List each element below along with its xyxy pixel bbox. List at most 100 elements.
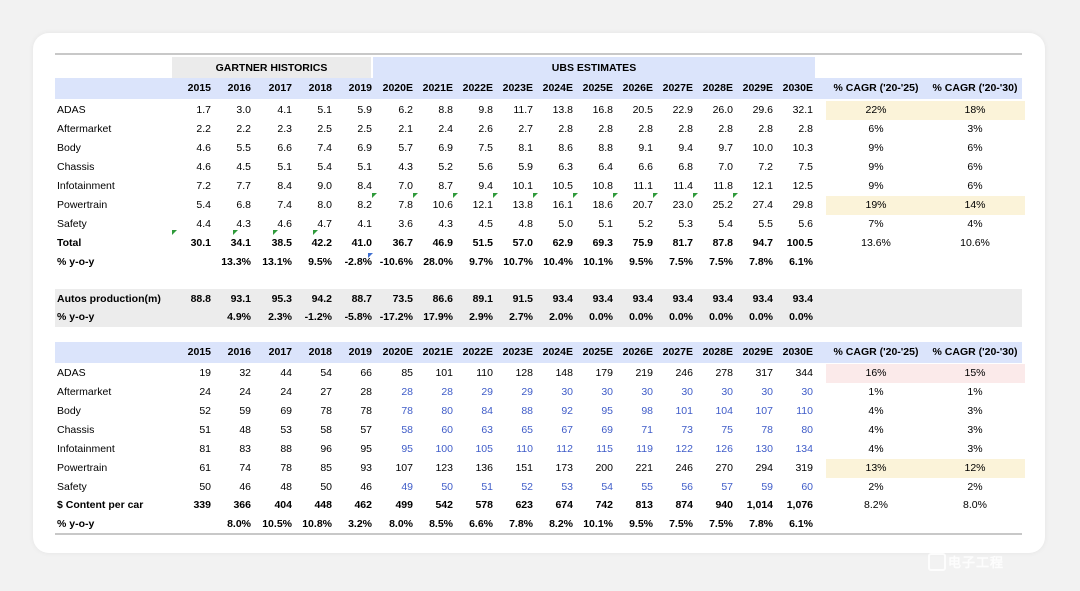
value-2021E: 4.3 bbox=[438, 218, 453, 230]
ubs-estimates-header: UBS ESTIMATES bbox=[373, 57, 815, 78]
value-2020E: 95 bbox=[401, 443, 413, 455]
autos-yoy-2024E: 2.0% bbox=[549, 311, 573, 323]
value-2023E: 52 bbox=[521, 481, 533, 493]
value-2022E: 4.5 bbox=[478, 218, 493, 230]
value-2016: 4.3 bbox=[236, 218, 251, 230]
content-row-chassis: Chassis 51 48 53 58 57 58 60 63 65 67 69 71 73 75 78 80 4… bbox=[55, 421, 1022, 440]
autos-2016: 93.1 bbox=[230, 293, 251, 305]
row-label: Body bbox=[57, 142, 81, 154]
total-2021E: 542 bbox=[435, 499, 453, 511]
autos-yoy-2018: -1.2% bbox=[304, 311, 332, 323]
value-2018: 2.5 bbox=[317, 123, 332, 135]
value-2024E: 5.0 bbox=[558, 218, 573, 230]
value-2024E: 53 bbox=[561, 481, 573, 493]
value-2029E: 59 bbox=[761, 481, 773, 493]
watermark-text: 电子工程 bbox=[948, 555, 1005, 570]
yoy-2016: 8.0% bbox=[227, 518, 251, 530]
autos-yoy-2023E: 2.7% bbox=[509, 311, 533, 323]
content-header-row: 2015 2016 2017 2018 2019 2020E 2021E 2022E 2023E… bbox=[55, 342, 1022, 363]
value-2025E: 10.8 bbox=[592, 180, 613, 192]
value-2023E: 128 bbox=[515, 367, 533, 379]
value-2030E: 2.8 bbox=[798, 123, 813, 135]
value-2028E: 11.8 bbox=[713, 180, 733, 192]
value-2027E: 56 bbox=[681, 481, 693, 493]
cagr-2020-2025: 13.6% bbox=[861, 237, 891, 249]
value-2016: 48 bbox=[239, 424, 251, 436]
yoy-2025E: 10.1% bbox=[583, 518, 613, 530]
total-2020E: 36.7 bbox=[392, 237, 413, 249]
row-label: Infotainment bbox=[57, 180, 115, 192]
year-header-2019: 2019 bbox=[348, 346, 372, 358]
year-header-2018: 2018 bbox=[308, 82, 332, 94]
value-2022E: 29 bbox=[481, 386, 493, 398]
year-header-2025E: 2025E bbox=[582, 346, 613, 358]
value-2018: 54 bbox=[320, 367, 332, 379]
value-2015: 7.2 bbox=[196, 180, 211, 192]
value-2028E: 270 bbox=[715, 462, 733, 474]
value-2019: 66 bbox=[360, 367, 372, 379]
cagr-2020-2025: 7% bbox=[868, 218, 884, 230]
cagr-2020-2025: 4% bbox=[868, 443, 884, 455]
year-header-2017: 2017 bbox=[268, 346, 292, 358]
value-2027E: 122 bbox=[675, 443, 693, 455]
value-2024E: 67 bbox=[561, 424, 573, 436]
value-2019: 78 bbox=[360, 405, 372, 417]
semi-row-adas: ADAS 1.7 3.0 4.1 5.1 5.9 6.2 8.8 9.8 11.7 13.8 16.8… bbox=[55, 101, 1025, 120]
value-2030E: 32.1 bbox=[792, 104, 813, 116]
cagr-2020-2030-header: % CAGR ('20-'30) bbox=[932, 346, 1018, 358]
yoy-2019: -2.8% bbox=[344, 256, 372, 268]
total-2029E: 94.7 bbox=[752, 237, 773, 249]
value-2015: 50 bbox=[199, 481, 211, 493]
value-2020E: 6.2 bbox=[398, 104, 413, 116]
semi-total-row: Total 30.1 34.1 38.5 42.2 41.0 36.7 46.9 51.5 57.… bbox=[55, 234, 1022, 253]
autos-2017: 95.3 bbox=[271, 293, 292, 305]
cagr-2020-2030: 6% bbox=[967, 142, 983, 154]
yoy-2018: 10.8% bbox=[302, 518, 332, 530]
autos-2026E: 93.4 bbox=[632, 293, 653, 305]
yoy-2028E: 7.5% bbox=[709, 256, 733, 268]
cagr-2020-2025: 16% bbox=[826, 364, 926, 383]
value-2029E: 29.6 bbox=[752, 104, 773, 116]
value-2026E: 20.7 bbox=[632, 199, 653, 211]
value-2018: 5.1 bbox=[317, 104, 332, 116]
value-2027E: 246 bbox=[675, 462, 693, 474]
value-2025E: 54 bbox=[601, 481, 613, 493]
cagr-2020-2030: 14% bbox=[925, 196, 1025, 215]
value-2019: 8.2 bbox=[357, 199, 372, 211]
value-2028E: 26.0 bbox=[712, 104, 733, 116]
value-2022E: 63 bbox=[481, 424, 493, 436]
value-2022E: 2.6 bbox=[478, 123, 493, 135]
semi-sales-header-row: 2015 2016 2017 2018 2019 2020E 2021E 2022E 2023E… bbox=[55, 78, 1022, 99]
value-2019: 95 bbox=[360, 443, 372, 455]
value-2021E: 50 bbox=[441, 481, 453, 493]
semi-row-powertrain: Powertrain 5.4 6.8 7.4 8.0 8.2 7.8 10.6 12.1 13.8… bbox=[55, 196, 1025, 215]
value-2029E: 5.5 bbox=[758, 218, 773, 230]
row-label: ADAS bbox=[57, 104, 86, 116]
value-2015: 4.4 bbox=[196, 218, 211, 230]
year-header-2022E: 2022E bbox=[462, 346, 493, 358]
value-2025E: 200 bbox=[595, 462, 613, 474]
value-2030E: 60 bbox=[801, 481, 813, 493]
yoy-2027E: 7.5% bbox=[669, 256, 693, 268]
value-2028E: 7.0 bbox=[718, 161, 733, 173]
value-2025E: 2.8 bbox=[598, 123, 613, 135]
total-2027E: 874 bbox=[675, 499, 693, 511]
value-2015: 4.6 bbox=[196, 161, 211, 173]
year-header-2024E: 2024E bbox=[542, 82, 573, 94]
value-2020E: 58 bbox=[401, 424, 413, 436]
value-2018: 78 bbox=[320, 405, 332, 417]
row-label: Chassis bbox=[57, 161, 95, 173]
total-2022E: 578 bbox=[475, 499, 493, 511]
year-header-2026E: 2026E bbox=[622, 346, 653, 358]
autos-yoy-2026E: 0.0% bbox=[629, 311, 653, 323]
cagr-2020-2030: 3% bbox=[967, 443, 983, 455]
year-header-2026E: 2026E bbox=[622, 82, 653, 94]
value-2023E: 88 bbox=[521, 405, 533, 417]
total-2023E: 57.0 bbox=[512, 237, 533, 249]
value-2023E: 13.8 bbox=[512, 199, 533, 211]
value-2029E: 294 bbox=[755, 462, 773, 474]
value-2022E: 12.1 bbox=[472, 199, 493, 211]
value-2022E: 136 bbox=[475, 462, 493, 474]
cagr-2020-2030: 1% bbox=[967, 386, 983, 398]
value-2018: 7.4 bbox=[317, 142, 332, 154]
